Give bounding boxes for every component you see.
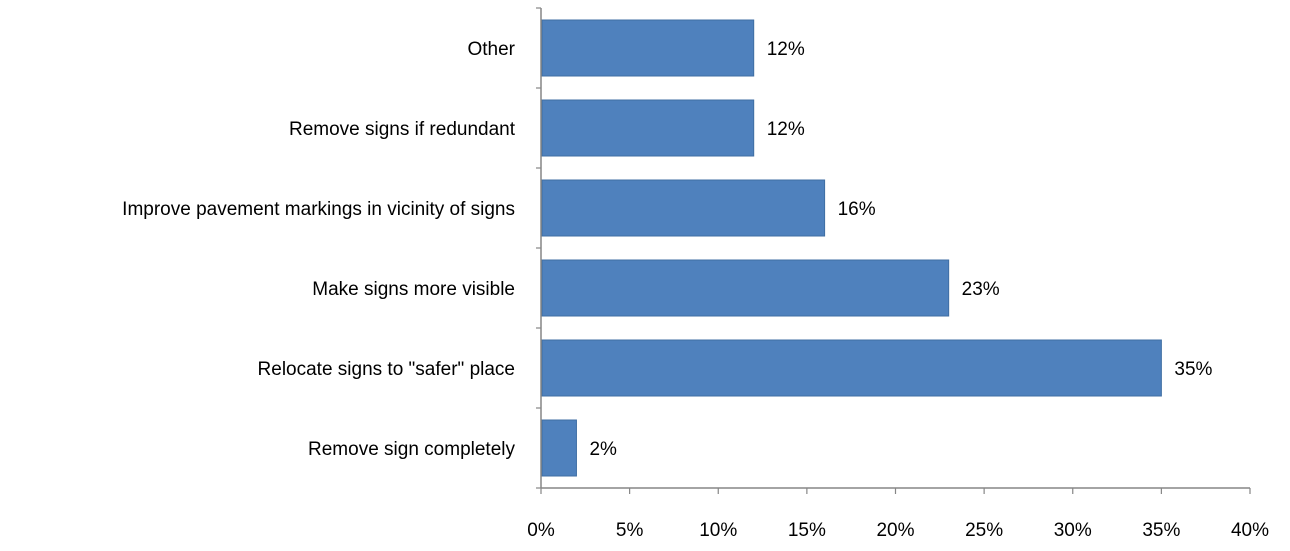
x-tick-label: 40% [1231,520,1269,541]
x-tick-label: 0% [527,520,555,541]
data-label: 35% [1174,359,1212,380]
data-label: 12% [767,39,805,60]
category-label: Make signs more visible [312,279,515,300]
bar [541,19,755,77]
bar [541,339,1162,397]
bar [541,259,950,317]
category-label: Remove signs if redundant [289,119,516,140]
data-label: 12% [767,119,805,140]
data-label: 2% [589,439,617,460]
x-tick-label: 35% [1142,520,1180,541]
category-label: Remove sign completely [308,439,515,460]
x-tick-label: 10% [699,520,737,541]
category-label: Improve pavement markings in vicinity of… [122,199,515,220]
bar [541,419,577,477]
data-label: 23% [962,279,1000,300]
labels-layer: 12% Other 12% Remove signs if redundant 16% I… [122,39,1269,541]
category-label: Other [467,39,515,60]
bar [541,99,755,157]
x-tick-label: 5% [616,520,644,541]
x-tick-label: 15% [788,520,826,541]
axes-layer [536,7,1251,494]
category-label: Relocate signs to "safer" place [258,359,515,380]
x-tick-label: 25% [965,520,1003,541]
x-tick-label: 30% [1054,520,1092,541]
bars-layer [541,19,1162,477]
bar [541,179,826,237]
x-tick-label: 20% [876,520,914,541]
data-label: 16% [838,199,876,220]
